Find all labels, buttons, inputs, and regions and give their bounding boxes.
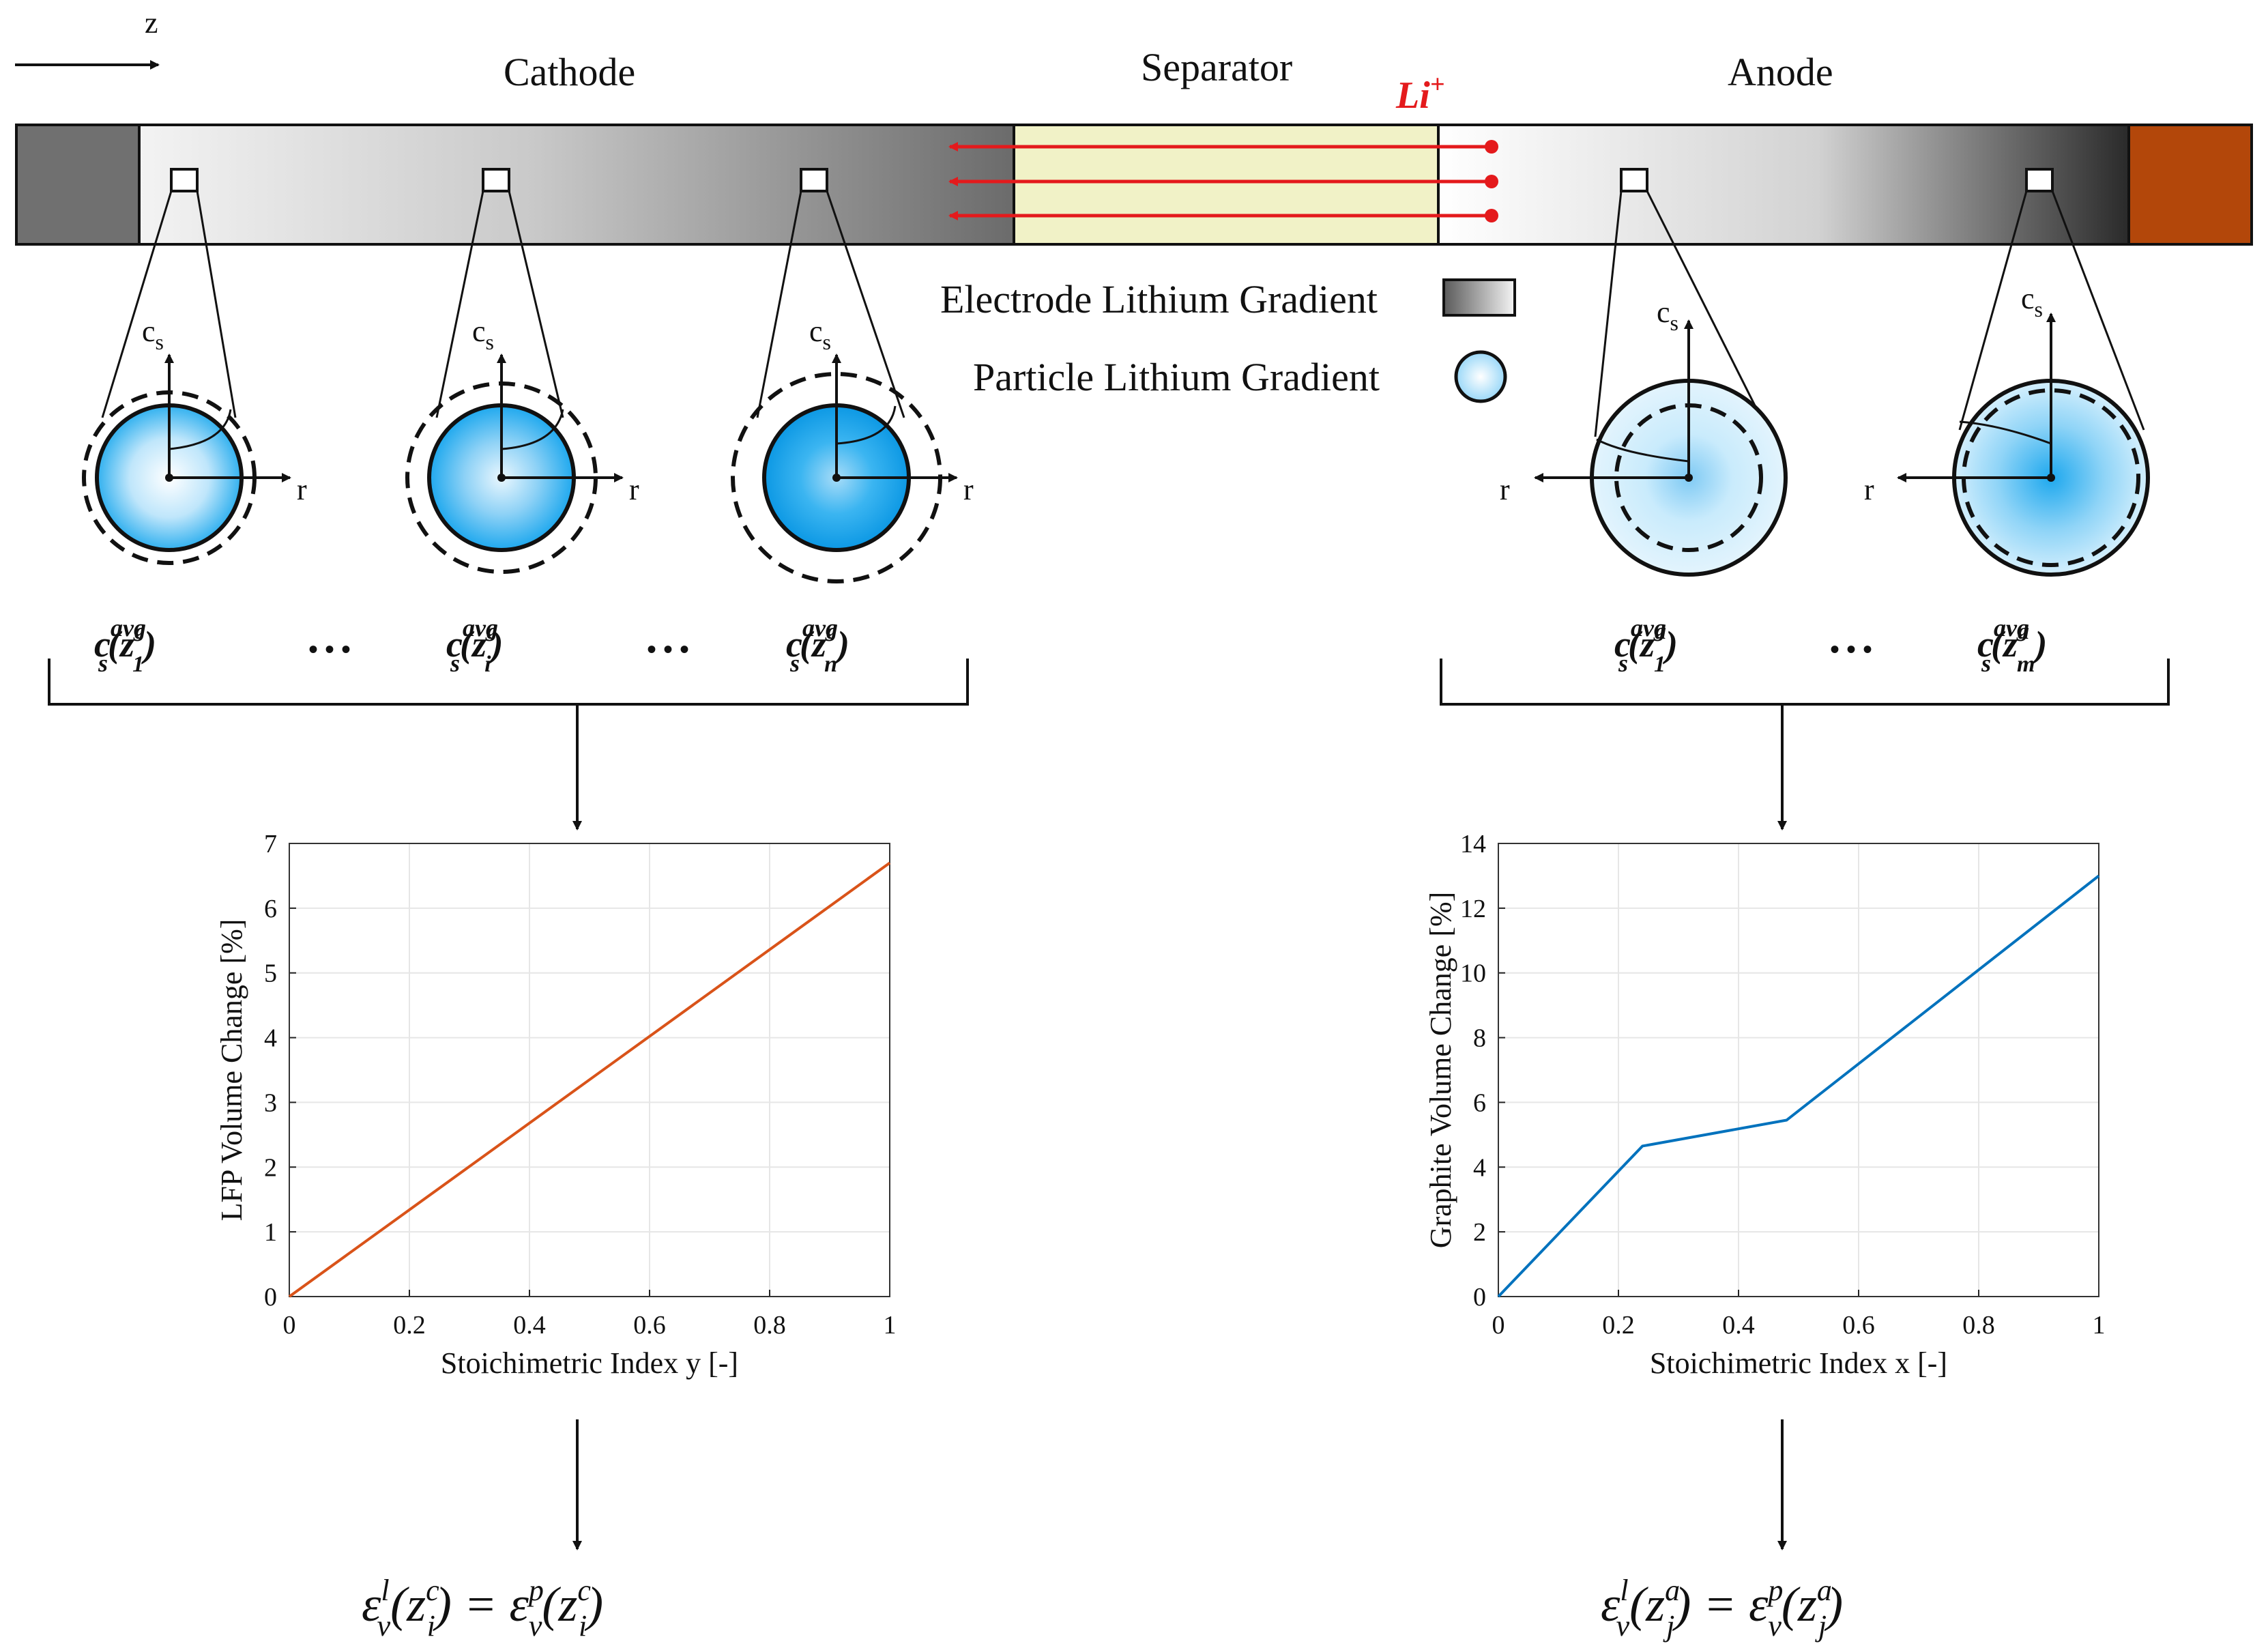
data-series-line — [1497, 874, 2100, 1298]
cs-axis-label: cs — [809, 315, 831, 354]
cs-axis-label: cs — [142, 315, 164, 354]
x-tick-label: 0.4 — [513, 1311, 546, 1340]
y-tick-label: 7 — [264, 830, 277, 858]
avg-concentration-label: cavg s(zc n) — [786, 614, 849, 677]
y-tick-label: 2 — [264, 1153, 277, 1182]
y-tick-label: 12 — [1460, 895, 1486, 923]
x-tick-label: 0.4 — [1722, 1311, 1755, 1340]
anode-particle-m: cs r — [1864, 168, 2150, 577]
x-tick-label: 0.8 — [753, 1311, 786, 1340]
cathode-bracket — [48, 659, 969, 706]
separator-region — [1014, 125, 1438, 244]
y-tick-label: 5 — [264, 959, 277, 988]
cathode-label: Cathode — [504, 50, 635, 94]
y-tick-label: 0 — [1473, 1283, 1486, 1312]
avg-concentration-labels: cavg s(zc 1) cavg s(zc i) cavg s(zc n) cavg s(za 1)… — [94, 614, 2047, 677]
y-tick-label: 2 — [1473, 1218, 1486, 1247]
y-tick-label: 6 — [264, 895, 277, 923]
cathode-ellipsis-1: • • • — [308, 634, 351, 665]
y-tick-label: 1 — [264, 1218, 277, 1247]
y-tick-label: 14 — [1460, 830, 1486, 858]
x-axis-title: Stoichimetric Index x [-] — [1650, 1346, 1947, 1380]
x-tick-label: 0.6 — [633, 1311, 666, 1340]
y-tick-label: 4 — [1473, 1153, 1486, 1182]
x-tick-label: 0.6 — [1842, 1311, 1875, 1340]
x-tick-label: 0 — [1492, 1311, 1505, 1340]
cathode-ellipsis-2: • • • — [647, 634, 689, 665]
x-tick-label: 0 — [283, 1311, 296, 1340]
y-tick-label: 8 — [1473, 1024, 1486, 1053]
avg-concentration-label: cavg s(zc i) — [446, 614, 504, 677]
r-axis-label: r — [1500, 473, 1510, 506]
lfp-volume-chart: 0 0.2 0.4 0.6 0.8 1 0 1 2 3 4 5 6 7 Stoichimetric Inde… — [215, 830, 897, 1380]
x-tick-label: 1 — [884, 1311, 897, 1340]
r-axis-label: r — [297, 473, 307, 506]
anode-electrode — [1438, 125, 2129, 244]
y-tick-label: 0 — [264, 1283, 277, 1312]
r-axis-label: r — [1864, 473, 1874, 506]
y-tick-label: 4 — [264, 1024, 277, 1053]
anode-label: Anode — [1728, 50, 1833, 94]
anode-bracket — [1440, 659, 2170, 706]
separator-label: Separator — [1141, 45, 1292, 89]
y-tick-label: 6 — [1473, 1088, 1486, 1117]
y-axis-title: LFP Volume Change [%] — [215, 919, 248, 1221]
x-tick-label: 0.2 — [1602, 1311, 1635, 1340]
cs-axis-label: cs — [1657, 295, 1678, 335]
legend-electrode-gradient-swatch — [1442, 278, 1516, 317]
cathode-strain-equation: εl v(zc i) = εp v(zc i) — [362, 1574, 603, 1643]
x-tick-label: 1 — [2093, 1311, 2106, 1340]
avg-concentration-label: cavg s(za m) — [1977, 614, 2047, 677]
cathode-particle-n: cs r — [731, 168, 974, 583]
y-axis-title: Graphite Volume Change [%] — [1424, 892, 1457, 1249]
cathode-current-collector — [16, 125, 139, 244]
li-ion-label: Li+ — [1395, 70, 1444, 117]
anode-current-collector — [2129, 125, 2252, 244]
avg-concentration-label: cavg s(zc 1) — [94, 614, 156, 677]
cathode-particle-1: cs r — [82, 168, 307, 565]
z-axis-label: z — [145, 6, 158, 40]
anode-strain-equation: εl v(za j) = εp v(za j) — [1601, 1574, 1843, 1643]
data-series-line — [288, 861, 891, 1298]
plot-frame — [1498, 843, 2099, 1297]
x-tick-label: 0.2 — [393, 1311, 426, 1340]
x-tick-label: 0.8 — [1962, 1311, 1995, 1340]
cathode-electrode — [139, 125, 1014, 244]
x-axis-title: Stoichimetric Index y [-] — [441, 1346, 738, 1380]
y-tick-label: 10 — [1460, 959, 1486, 988]
cs-axis-label: cs — [2021, 282, 2043, 321]
cathode-particle-i: cs r — [405, 168, 639, 574]
r-axis-label: r — [963, 473, 974, 506]
anode-particle-1: cs r — [1500, 168, 1788, 577]
cs-axis-label: cs — [472, 315, 494, 354]
anode-ellipsis: • • • — [1830, 634, 1872, 665]
legend-particle-gradient-swatch — [1454, 350, 1507, 403]
cell-bar — [15, 124, 2253, 246]
plot-frame — [289, 843, 890, 1297]
avg-concentration-label: cavg s(za 1) — [1614, 614, 1678, 677]
legend-electrode-gradient-label: Electrode Lithium Gradient — [940, 277, 1378, 321]
r-axis-label: r — [629, 473, 639, 506]
y-tick-label: 3 — [264, 1088, 277, 1117]
li-ion-flux-arrows — [948, 140, 1498, 222]
legend-particle-gradient-label: Particle Lithium Gradient — [973, 355, 1380, 399]
